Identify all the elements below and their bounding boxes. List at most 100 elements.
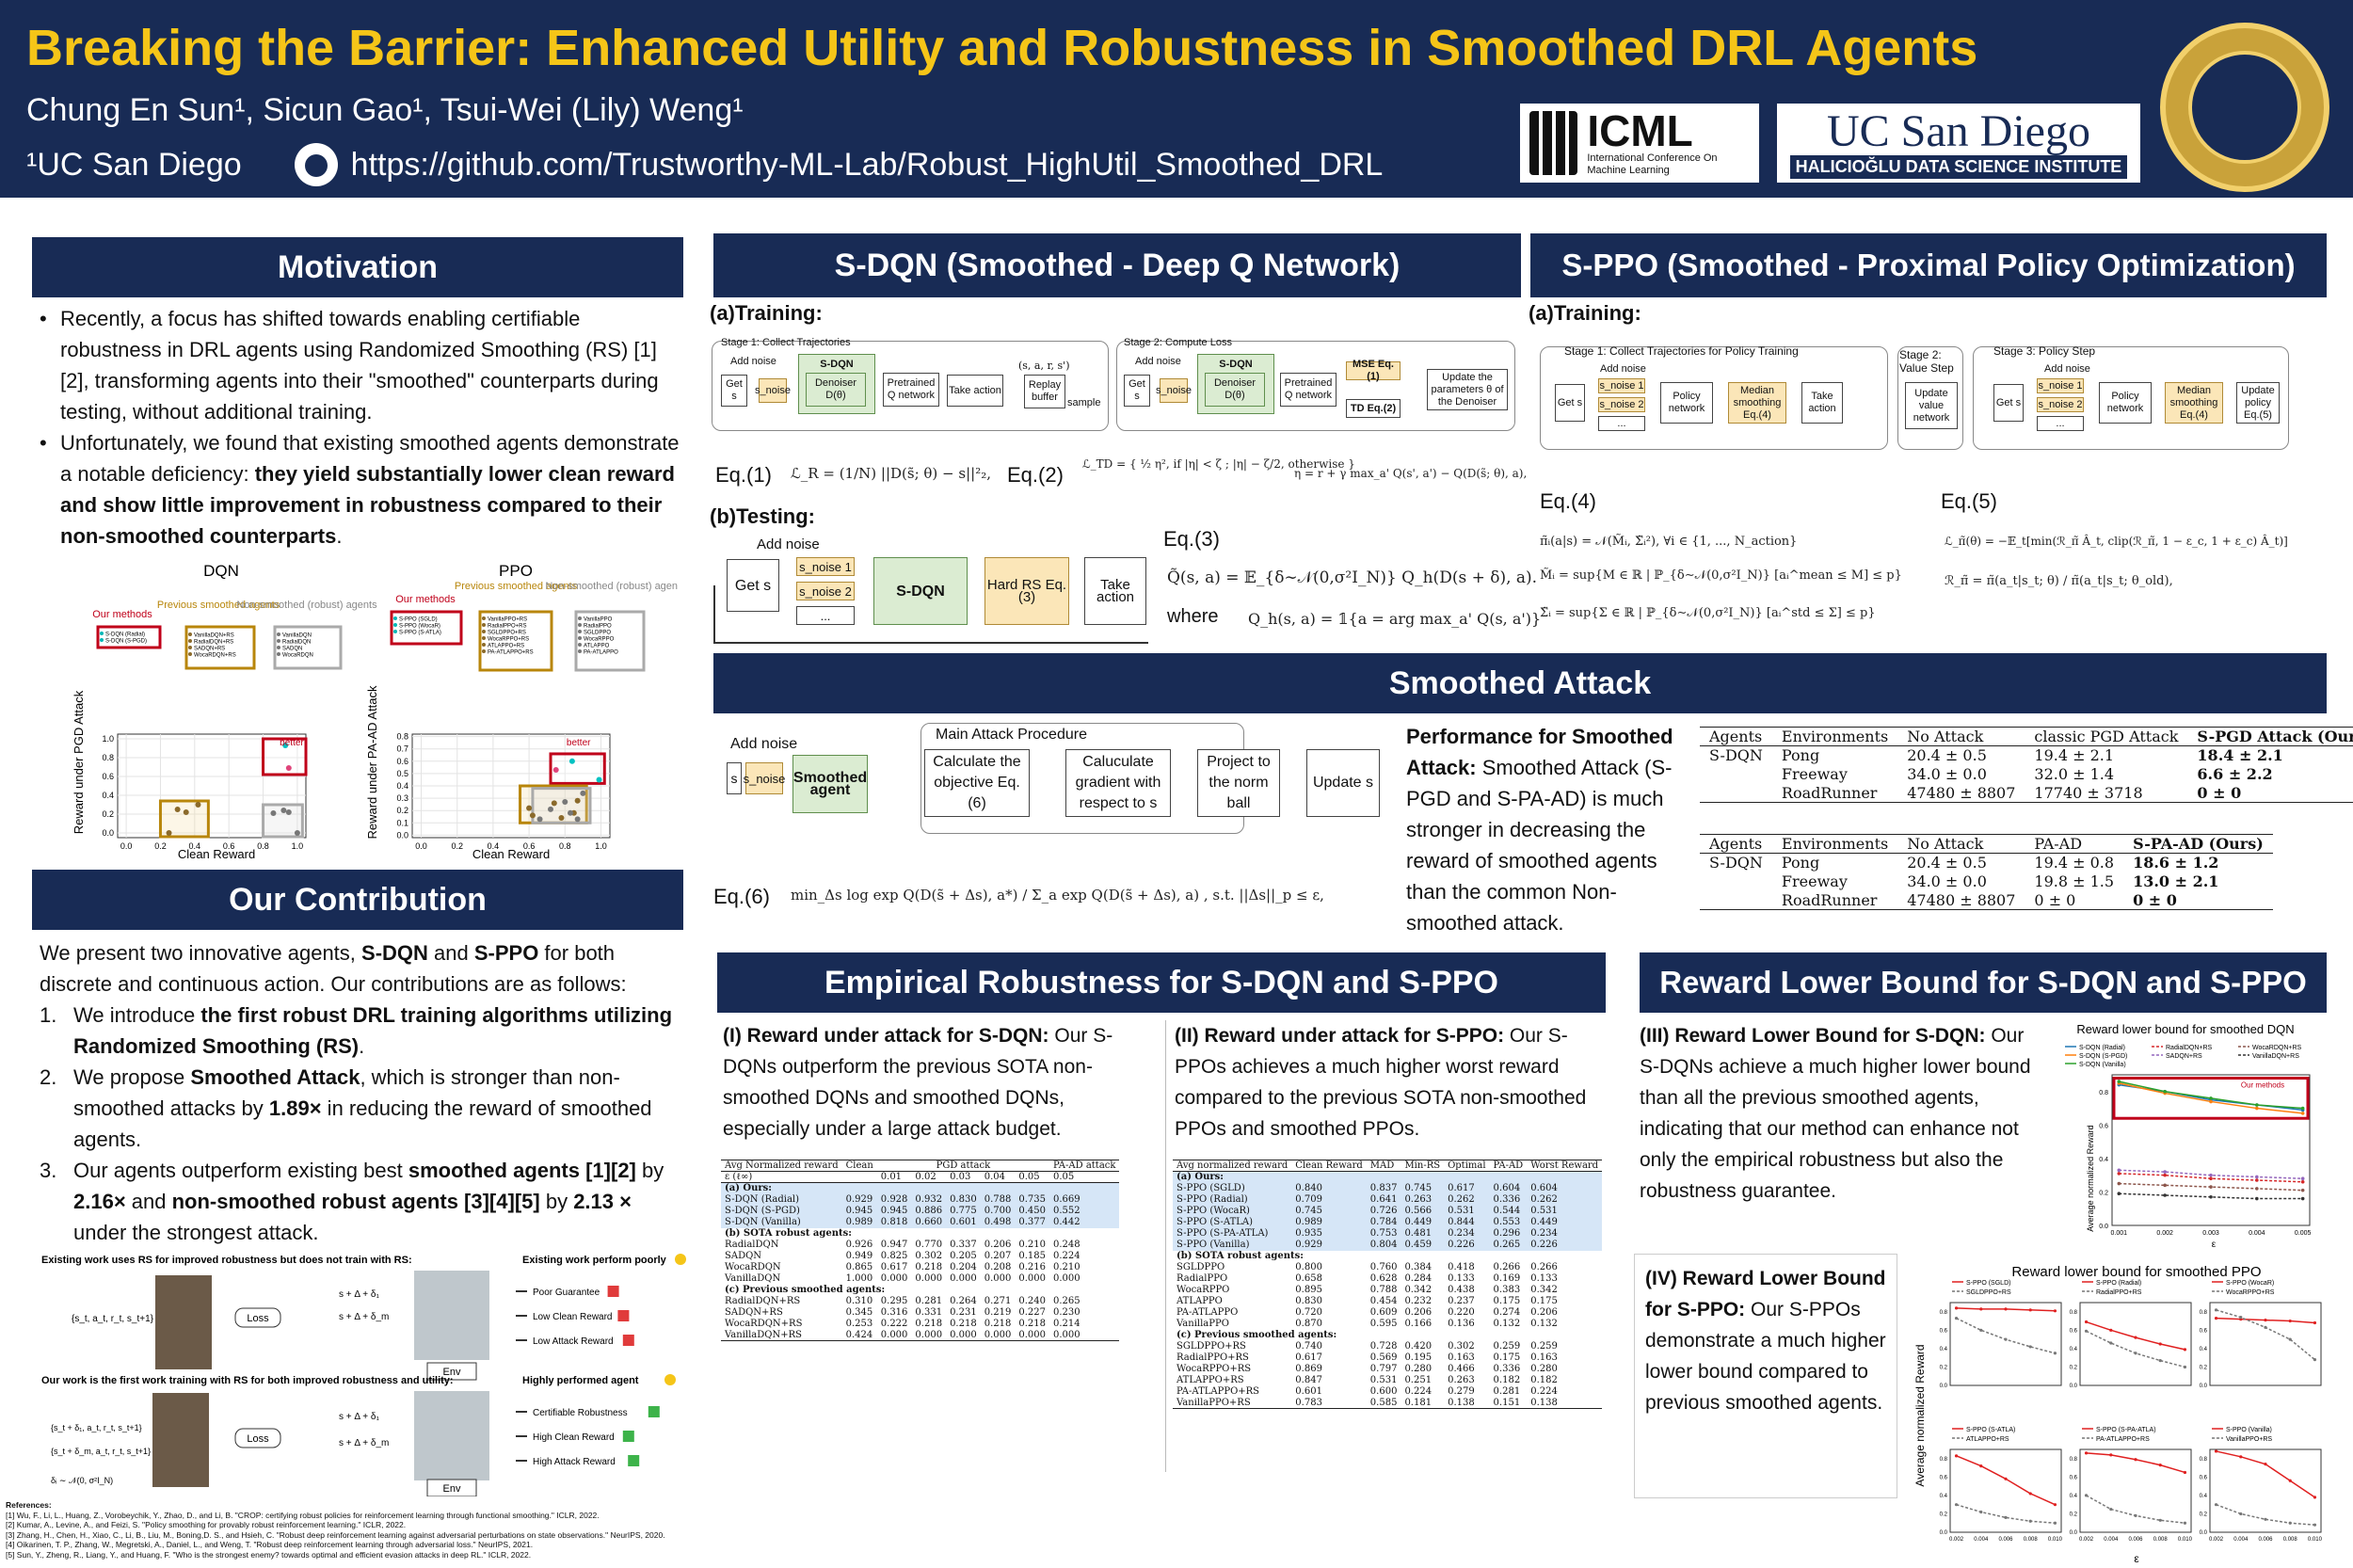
cross-icon	[607, 1286, 619, 1297]
table-row: S-DQN Pong 20.4 ± 0.5 19.4 ± 0.8 18.6 ± 1.2	[1700, 854, 2273, 872]
table-cell: 0.271	[984, 1296, 1012, 1306]
status-label: High Attack Reward	[533, 1457, 616, 1467]
table-cell: 0.459	[1401, 1239, 1445, 1251]
y-tick-label: 0.0	[396, 830, 408, 840]
data-point	[526, 805, 533, 811]
table-section-row: (c) Previous smoothed agents:	[1173, 1330, 1602, 1341]
table-cell: 0.331	[915, 1307, 943, 1318]
legend-label: WocaRPPO	[584, 637, 615, 643]
table-cell: 0.595	[1369, 1319, 1398, 1329]
data-point	[1954, 1306, 1959, 1310]
table-cell: 0.000	[880, 1329, 908, 1340]
table-cell: ATLAPPO	[1176, 1296, 1223, 1306]
data-point	[282, 743, 289, 748]
table-cell: 0.928	[876, 1193, 912, 1206]
data-point	[2183, 1365, 2187, 1369]
github-icon	[294, 143, 338, 186]
table-header-cell: Worst Reward	[1530, 1160, 1599, 1171]
table-header-cell: Avg normalized reward	[1176, 1160, 1289, 1171]
table-row: S-PPO (Radial) 0.709 0.641 0.263 0.262 0.336 0…	[1173, 1193, 1603, 1206]
data-point	[2239, 1455, 2243, 1459]
table-section-row: (c) Previous smoothed agents:	[721, 1285, 1119, 1296]
table-cell: 0.342	[1404, 1285, 1433, 1295]
data-point	[2214, 1317, 2218, 1320]
x-tick-label: 0.010	[2308, 1537, 2323, 1543]
table-cell: 0.531	[1369, 1375, 1398, 1385]
legend-label: RadialDQN+RS	[194, 640, 233, 646]
data-point	[2117, 1181, 2121, 1186]
eq3-where: where	[1167, 606, 1219, 627]
legend-label: WocaRDQN+RS	[2252, 1045, 2302, 1051]
table-cell: 0.218	[950, 1319, 977, 1329]
data-point	[2264, 1517, 2267, 1521]
data-point	[2004, 1515, 2008, 1519]
svg-text:s + Δ + δ_m: s + Δ + δ_m	[339, 1312, 389, 1322]
table-cell: 0.205	[950, 1251, 977, 1261]
table-cell: SADQN+RS	[725, 1307, 783, 1318]
table-cell: 0.000	[950, 1273, 977, 1284]
dqn-legend-prev-box	[184, 625, 256, 670]
data-point	[2158, 1359, 2162, 1363]
x-tick-label: 0.008	[2024, 1537, 2039, 1543]
uc-seal-icon	[2160, 23, 2329, 192]
ppo-bound-xlabel: ε	[2134, 1552, 2139, 1565]
legend-label: RadialPPO+RS	[2096, 1289, 2142, 1296]
table-cell: 0.316	[880, 1307, 908, 1318]
data-point	[580, 790, 586, 796]
table-cell: 0.989	[841, 1216, 877, 1228]
table-section-label: (a) Ours:	[721, 1182, 1120, 1194]
table-cell: VanillaDQN+RS	[725, 1329, 802, 1340]
table-cell: 0.818	[876, 1216, 912, 1228]
table-row: SGLDPPO 0.800 0.760 0.384 0.418 0.266 0.266	[1173, 1262, 1602, 1273]
sppo-training-label: (a)Training:	[1529, 301, 1641, 325]
data-point	[2163, 1193, 2167, 1197]
table-cell: 0.265	[1489, 1239, 1528, 1251]
table-cell: 0.000	[984, 1329, 1012, 1340]
cross-icon	[622, 1335, 634, 1346]
github-link[interactable]: https://github.com/Trustworthy-ML-Lab/Ro…	[350, 146, 1384, 183]
table-cell: 0.230	[1052, 1307, 1080, 1318]
empirical-heading: Empirical Robustness for S-DQN and S-PPO	[717, 952, 1606, 1013]
table-cell: 0.336	[1489, 1193, 1528, 1206]
data-point	[285, 765, 292, 771]
reference-item: [5] Sun, Y., Zheng, R., Liang, Y., and H…	[6, 1549, 532, 1560]
table-cell: 0.932	[911, 1193, 947, 1206]
icml-logo-subtext: International Conference On Machine Lear…	[1587, 152, 1718, 176]
table-cell: 0.224	[1530, 1386, 1558, 1397]
table-cell: 0.295	[880, 1296, 908, 1306]
contribution-text: We present two innovative agents, S-DQN …	[40, 937, 689, 1248]
table-cell: 0.788	[980, 1193, 1016, 1206]
y-tick-label: 0.8	[102, 753, 114, 762]
eq5-label: Eq.(5)	[1941, 489, 1997, 513]
y-tick-label: 0.5	[396, 769, 408, 778]
svg-text:Loss: Loss	[247, 1433, 269, 1445]
data-point	[2117, 1080, 2121, 1083]
better-label: better	[567, 738, 591, 748]
y-tick-label: 0.2	[2200, 1512, 2208, 1517]
cross-icon	[617, 1310, 630, 1321]
table-cell: 0.210	[1018, 1240, 1046, 1250]
y-tick-label: 0.4	[102, 791, 114, 800]
table-cell: RadialDQN	[725, 1240, 779, 1250]
legend-marker	[393, 623, 397, 627]
legend-label: SADQN+RS	[194, 647, 225, 652]
data-point	[2214, 1449, 2218, 1453]
table-cell: 0.251	[1404, 1375, 1433, 1385]
table-cell: 0.544	[1489, 1205, 1528, 1217]
table-cell: 0.989	[1291, 1216, 1367, 1228]
table-cell: 0.000	[1018, 1329, 1046, 1340]
data-point	[1979, 1328, 1983, 1332]
data-point	[596, 776, 602, 783]
eq1: ℒ_R = (1/N) ||D(s̃; θ) − s||²₂,	[791, 465, 991, 482]
data-point	[2109, 1507, 2113, 1512]
legend-label: VanillaDQN+RS	[194, 633, 234, 639]
table-cell: 0.000	[1018, 1273, 1046, 1284]
table-header-cell: S-PA-AD (Ours)	[2133, 835, 2264, 853]
table-cell: 0.886	[911, 1205, 947, 1217]
table-cell: Freeway	[1781, 872, 1848, 890]
y-tick-label: 0.6	[2070, 1328, 2078, 1334]
table-section-label: (c) Previous smoothed agents:	[725, 1285, 886, 1295]
table-cell: 0.865	[845, 1262, 873, 1272]
table-cell: RadialPPO+RS	[1176, 1352, 1249, 1363]
legend-label: S-DQN (Vanilla)	[2079, 1062, 2126, 1068]
